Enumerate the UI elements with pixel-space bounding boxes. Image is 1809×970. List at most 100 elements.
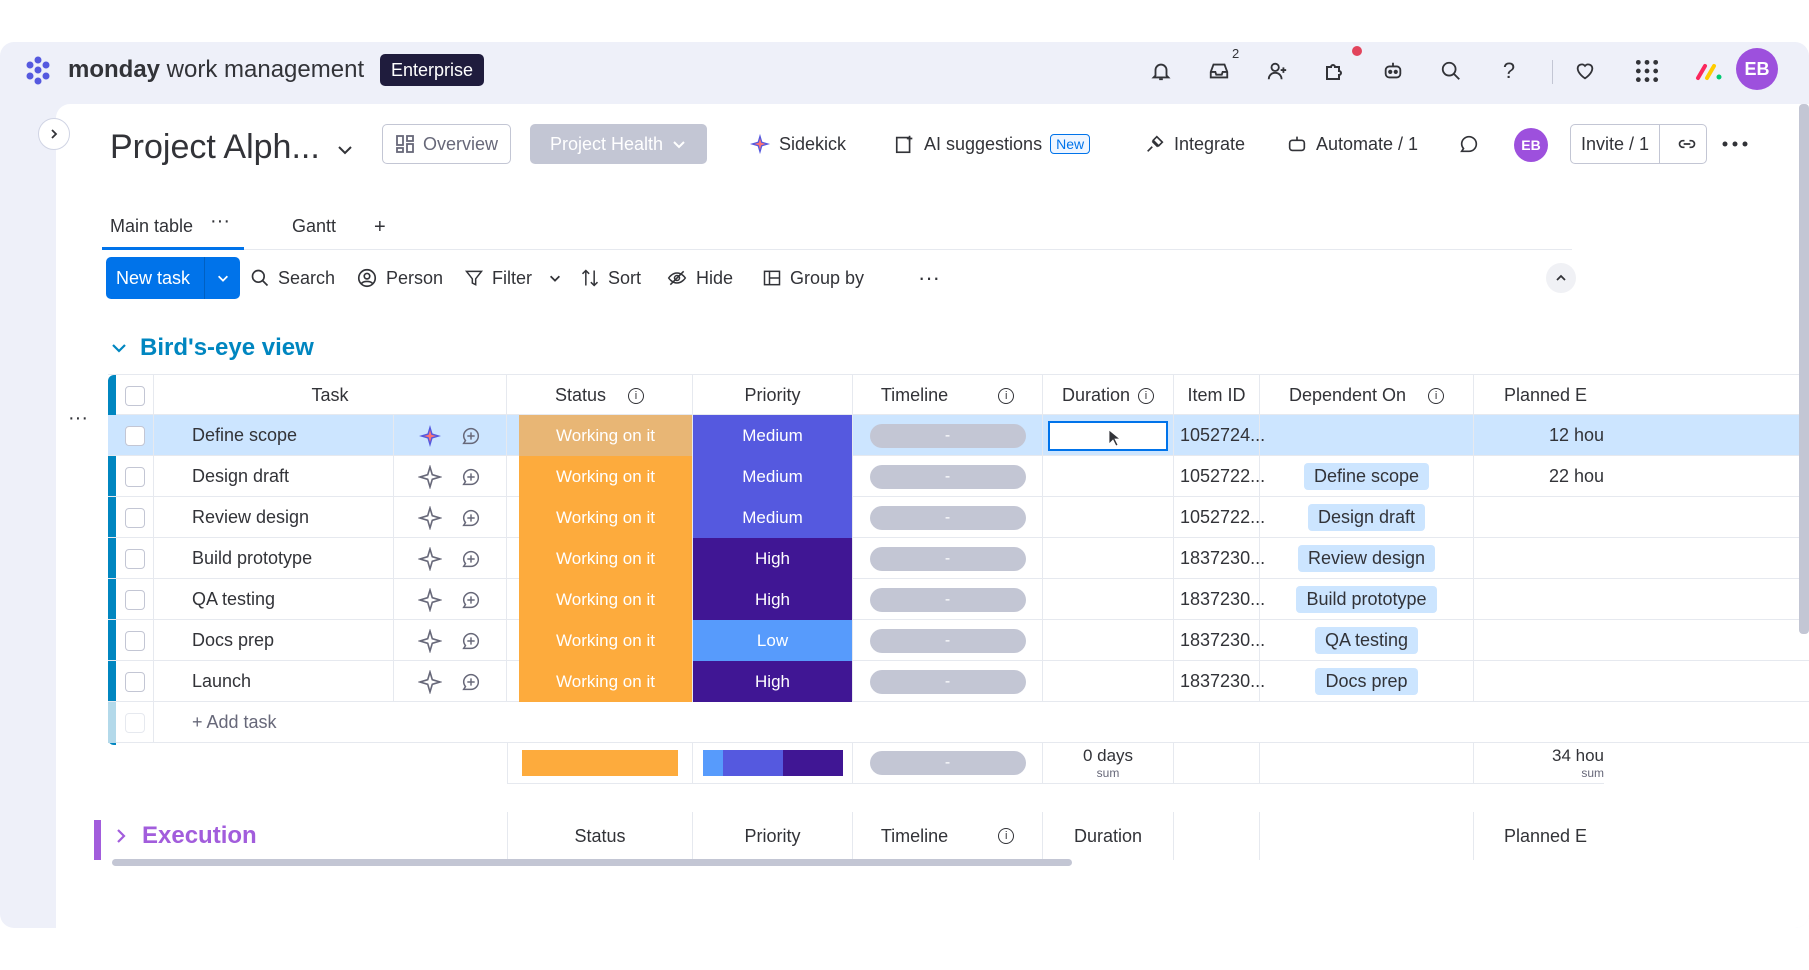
- tab-options-icon[interactable]: ···: [210, 210, 230, 232]
- tab-main-table[interactable]: Main table: [110, 216, 194, 236]
- new-task-button[interactable]: New task: [106, 257, 240, 299]
- group2-column-status[interactable]: Status: [507, 812, 693, 860]
- sidekick-sparkle-icon[interactable]: [418, 669, 442, 694]
- ai-assistant-icon[interactable]: [1378, 56, 1408, 86]
- status-cell[interactable]: Working on it: [519, 538, 693, 579]
- filter-button[interactable]: Filter: [464, 257, 562, 299]
- apps-marketplace-icon[interactable]: [1320, 56, 1350, 86]
- timeline-cell[interactable]: -: [853, 538, 1043, 579]
- ai-suggestions-button[interactable]: AI suggestions New: [894, 124, 1091, 164]
- info-icon[interactable]: i: [628, 387, 645, 404]
- row-checkbox[interactable]: [116, 415, 154, 456]
- sidekick-button[interactable]: Sidekick: [749, 124, 846, 164]
- priority-cell[interactable]: Low: [693, 620, 853, 661]
- sidekick-sparkle-icon[interactable]: [418, 587, 442, 612]
- collapse-header-button[interactable]: [1546, 257, 1576, 299]
- group2-column-planned[interactable]: Planned E: [1504, 825, 1588, 846]
- item-id-cell[interactable]: 1052722...: [1174, 497, 1265, 538]
- sidekick-sparkle-icon[interactable]: [418, 424, 442, 448]
- duration-summary[interactable]: 0 days sum: [1043, 743, 1174, 784]
- info-icon[interactable]: i: [1138, 387, 1155, 404]
- sidebar-expand-button[interactable]: [38, 118, 70, 150]
- task-name-cell[interactable]: Design draft: [154, 456, 394, 497]
- sidekick-sparkle-icon[interactable]: [418, 505, 442, 530]
- planned-effort-cell[interactable]: 12 hou: [1474, 415, 1604, 456]
- add-update-icon[interactable]: [460, 548, 482, 570]
- group-header-execution[interactable]: Execution: [112, 822, 257, 850]
- table-row[interactable]: Docs prep Working on it Low - 1837230... QA t…: [108, 620, 1809, 661]
- row-options-icon[interactable]: ···: [68, 407, 88, 429]
- chevron-down-icon[interactable]: [110, 339, 128, 357]
- monday-products-icon[interactable]: [1694, 56, 1724, 86]
- filter-chevron-down-icon[interactable]: [548, 271, 562, 285]
- person-filter-button[interactable]: Person: [356, 257, 443, 299]
- add-update-icon[interactable]: [460, 589, 482, 611]
- table-row[interactable]: Build prototype Working on it High - 1837230…: [108, 538, 1809, 579]
- help-icon[interactable]: ?: [1502, 58, 1516, 83]
- board-title[interactable]: Project Alph...: [110, 128, 320, 166]
- sidekick-sparkle-icon[interactable]: [418, 628, 442, 653]
- dependent-on-cell[interactable]: Build prototype: [1260, 579, 1474, 620]
- planned-effort-cell[interactable]: [1474, 497, 1604, 538]
- info-icon[interactable]: i: [998, 828, 1015, 844]
- hide-columns-button[interactable]: Hide: [666, 257, 733, 299]
- invite-members-icon[interactable]: [1262, 56, 1292, 86]
- new-task-dropdown-chevron-icon[interactable]: [204, 257, 240, 299]
- table-row[interactable]: Review design Working on it Medium - 1052722…: [108, 497, 1809, 538]
- horizontal-scrollbar[interactable]: [112, 859, 1072, 866]
- select-all-checkbox[interactable]: [116, 375, 154, 416]
- add-update-icon[interactable]: [460, 507, 482, 529]
- search-icon[interactable]: [1436, 56, 1466, 86]
- group2-column-priority[interactable]: Priority: [693, 812, 853, 860]
- status-summary[interactable]: [507, 743, 693, 784]
- task-name-cell[interactable]: Build prototype: [154, 538, 394, 579]
- planned-summary[interactable]: 34 hou sum: [1474, 743, 1604, 784]
- sidekick-sparkle-icon[interactable]: [418, 546, 442, 571]
- board-menu-chevron-icon[interactable]: [336, 130, 354, 170]
- priority-cell[interactable]: Medium: [693, 415, 853, 456]
- row-checkbox[interactable]: [116, 579, 154, 620]
- status-cell[interactable]: Working on it: [519, 415, 693, 456]
- duration-input[interactable]: [1048, 420, 1168, 451]
- column-header-priority[interactable]: Priority: [693, 375, 853, 416]
- notifications-bell-icon[interactable]: [1146, 56, 1176, 86]
- priority-cell[interactable]: Medium: [693, 497, 853, 538]
- duration-cell[interactable]: [1043, 661, 1174, 702]
- timeline-cell[interactable]: -: [853, 579, 1043, 620]
- board-owner-avatar[interactable]: EB: [1514, 128, 1548, 162]
- row-checkbox[interactable]: [116, 497, 154, 538]
- dependency-chip[interactable]: Define scope: [1303, 463, 1430, 490]
- add-update-icon[interactable]: [460, 630, 482, 652]
- task-name-cell[interactable]: QA testing: [154, 579, 394, 620]
- dependency-chip[interactable]: Design draft: [1307, 504, 1426, 531]
- planned-effort-cell[interactable]: [1474, 579, 1604, 620]
- group2-column-timeline[interactable]: Timeline i: [853, 812, 1043, 860]
- duration-cell[interactable]: [1043, 456, 1174, 497]
- row-checkbox[interactable]: [116, 661, 154, 702]
- priority-summary[interactable]: [693, 743, 853, 784]
- priority-cell[interactable]: High: [693, 661, 853, 702]
- task-name-cell[interactable]: Define scope: [154, 415, 394, 456]
- duration-cell[interactable]: [1043, 497, 1174, 538]
- heart-icon[interactable]: [1570, 56, 1600, 86]
- status-cell[interactable]: Working on it: [519, 456, 693, 497]
- column-header-dependent-on[interactable]: Dependent On i: [1260, 375, 1474, 416]
- dependency-chip[interactable]: Build prototype: [1296, 586, 1437, 613]
- item-id-cell[interactable]: 1837230...: [1174, 620, 1265, 661]
- group2-column-duration[interactable]: Duration: [1043, 812, 1174, 860]
- timeline-cell[interactable]: -: [853, 620, 1043, 661]
- timeline-cell[interactable]: -: [853, 415, 1043, 456]
- item-id-cell[interactable]: 1052722...: [1174, 456, 1265, 497]
- updates-comment-icon[interactable]: [1458, 124, 1480, 164]
- add-update-icon[interactable]: [460, 671, 482, 693]
- timeline-cell[interactable]: -: [853, 497, 1043, 538]
- planned-effort-cell[interactable]: [1474, 538, 1604, 579]
- timeline-cell[interactable]: -: [853, 661, 1043, 702]
- group-header-birds-eye-view[interactable]: Bird's-eye view: [110, 334, 314, 362]
- duration-cell[interactable]: [1043, 415, 1174, 456]
- tab-gantt[interactable]: Gantt: [292, 216, 337, 236]
- info-icon[interactable]: i: [1428, 387, 1445, 404]
- duration-cell[interactable]: [1043, 620, 1174, 661]
- dependent-on-cell[interactable]: Docs prep: [1260, 661, 1474, 702]
- add-update-icon[interactable]: [460, 425, 482, 447]
